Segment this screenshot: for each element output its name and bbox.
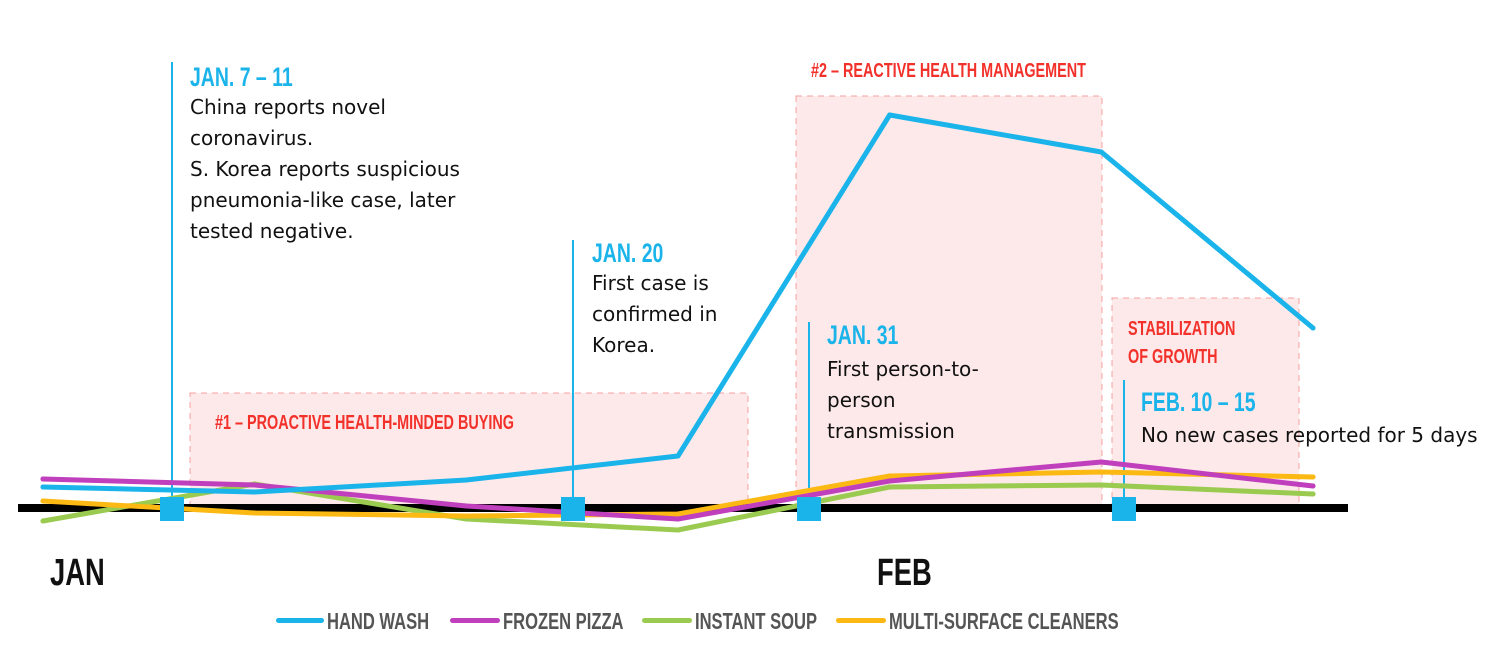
data-point xyxy=(1098,459,1104,465)
x-axis-baseline xyxy=(18,504,1348,512)
event-date-4: FEB. 10 – 15 xyxy=(1141,387,1256,417)
event-marker-1 xyxy=(160,497,184,521)
data-point xyxy=(40,498,46,504)
legend-label: HAND WASH xyxy=(327,608,430,634)
data-point xyxy=(1310,474,1316,480)
event-marker-2 xyxy=(561,497,585,521)
event-note-line: First person-to- xyxy=(827,357,979,381)
data-point xyxy=(675,527,681,533)
data-point xyxy=(675,453,681,459)
data-point xyxy=(40,484,46,490)
data-point xyxy=(463,503,469,509)
legend-swatch xyxy=(836,618,886,623)
event-date-1: JAN. 7 – 11 xyxy=(190,62,293,92)
phase-label-1: #1 – PROACTIVE HEALTH-MINDED BUYING xyxy=(215,412,514,434)
data-point xyxy=(252,510,258,516)
data-point xyxy=(887,112,893,118)
legend-label: FROZEN PIZZA xyxy=(503,608,624,634)
event-note-line: S. Korea reports suspicious xyxy=(190,157,460,181)
data-point xyxy=(1098,149,1104,155)
event-note-line: coronavirus. xyxy=(190,126,314,150)
data-point xyxy=(887,473,893,479)
data-point xyxy=(1098,469,1104,475)
legend-label: MULTI-SURFACE CLEANERS xyxy=(889,608,1119,634)
phase-label-2: #2 – REACTIVE HEALTH MANAGEMENT xyxy=(811,60,1086,82)
event-date-2: JAN. 20 xyxy=(592,238,664,268)
data-point xyxy=(675,516,681,522)
event-note-line: confirmed in xyxy=(592,302,718,326)
data-point xyxy=(1098,482,1104,488)
event-note-line: person xyxy=(827,388,896,412)
event-note-line: First case is xyxy=(592,271,709,295)
legend-swatch xyxy=(276,618,324,623)
data-point xyxy=(252,489,258,495)
data-point xyxy=(1310,483,1316,489)
data-point xyxy=(463,513,469,519)
data-point xyxy=(1310,325,1316,331)
x-tick-label-feb: FEB xyxy=(877,552,932,594)
data-point xyxy=(675,511,681,517)
phase-label-3-line2: OF GROWTH xyxy=(1128,346,1218,368)
data-point xyxy=(252,482,258,488)
data-point xyxy=(887,478,893,484)
event-note-line: No new cases reported for 5 days xyxy=(1141,423,1478,447)
event-note-line: transmission xyxy=(827,419,955,443)
event-marker-4 xyxy=(1112,497,1136,521)
event-note-3: First person-to- person transmission xyxy=(827,354,979,447)
event-note-line: tested negative. xyxy=(190,219,354,243)
data-point xyxy=(887,484,893,490)
legend-swatch xyxy=(642,618,692,623)
legend-label: INSTANT SOUP xyxy=(695,608,818,634)
data-point xyxy=(40,476,46,482)
x-tick-label-jan: JAN xyxy=(50,552,105,594)
phase-region-2 xyxy=(795,95,1103,509)
phase-label-3-line1: STABILIZATION xyxy=(1128,318,1236,340)
data-point xyxy=(40,518,46,524)
event-date-3: JAN. 31 xyxy=(827,320,899,350)
legend-swatch xyxy=(450,618,500,623)
data-point xyxy=(463,477,469,483)
event-note-line: China reports novel xyxy=(190,95,386,119)
event-note-line: pneumonia-like case, later xyxy=(190,188,456,212)
event-note-4: No new cases reported for 5 days xyxy=(1141,420,1478,451)
event-note-line: Korea. xyxy=(592,333,656,357)
data-point xyxy=(1310,491,1316,497)
event-note-2: First case is confirmed in Korea. xyxy=(592,268,717,361)
event-marker-3 xyxy=(797,497,821,521)
event-note-1: China reports novel coronavirus. S. Kore… xyxy=(190,92,460,247)
